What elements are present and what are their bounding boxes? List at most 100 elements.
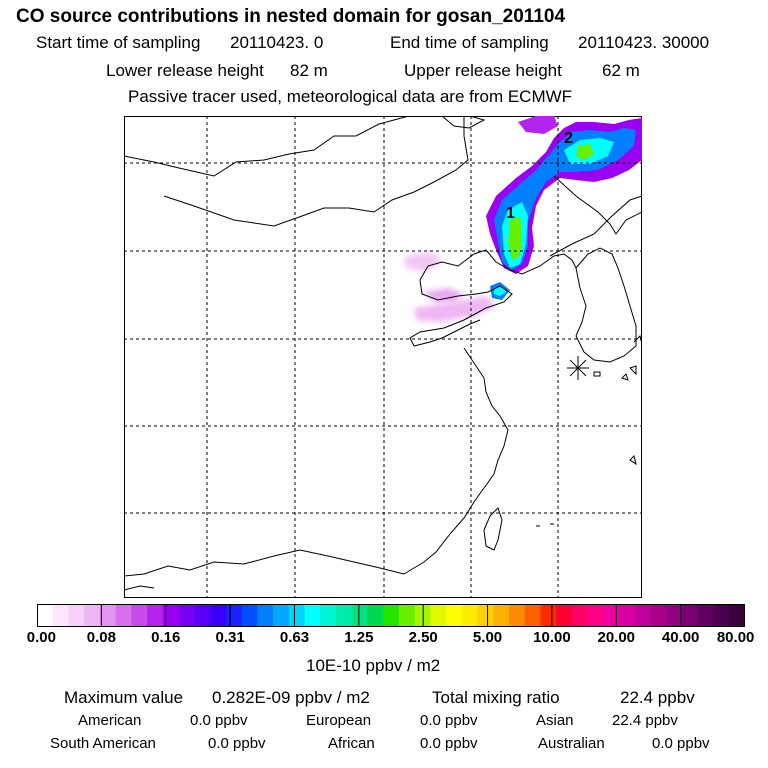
colorbar-frame bbox=[37, 604, 745, 627]
korea-border bbox=[549, 195, 642, 257]
manchuria-border bbox=[441, 116, 486, 129]
colorbar-tick-label: 5.00 bbox=[472, 629, 503, 646]
colorbar-cell bbox=[713, 604, 730, 627]
plume-core-1 bbox=[508, 216, 522, 260]
colorbar-cell bbox=[697, 604, 715, 627]
colorbar-cell bbox=[383, 604, 400, 627]
colorbar-cell bbox=[304, 604, 321, 627]
colorbar-cell bbox=[619, 604, 636, 627]
south-china-coast bbox=[124, 549, 405, 577]
colorbar-cell bbox=[367, 604, 384, 627]
jeju-island bbox=[593, 371, 601, 377]
colorbar-cell bbox=[194, 604, 211, 627]
colorbar-cell bbox=[68, 604, 85, 627]
plot-title: CO source contributions in nested domain… bbox=[16, 6, 566, 27]
colorbar-cell bbox=[477, 604, 494, 627]
colorbar-cell bbox=[241, 604, 258, 627]
colorbar-cell bbox=[335, 604, 353, 627]
marker-2: 2 bbox=[564, 130, 573, 147]
colorbar bbox=[37, 604, 745, 627]
african-label: African bbox=[328, 735, 375, 752]
mongolia-border bbox=[124, 116, 410, 177]
colorbar-tick-label: 0.63 bbox=[279, 629, 310, 646]
plume-core-2 bbox=[576, 144, 594, 160]
colorbar-cell bbox=[398, 604, 416, 627]
tracer-note: Passive tracer used, meteorological data… bbox=[128, 87, 573, 106]
american-value: 0.0 ppbv bbox=[190, 712, 248, 729]
colorbar-cell bbox=[225, 604, 243, 627]
japan-west bbox=[536, 335, 642, 527]
colorbar-cell bbox=[682, 604, 699, 627]
end-time-label: End time of sampling bbox=[390, 33, 549, 52]
tsushima-islands bbox=[621, 373, 629, 381]
european-value: 0.0 ppbv bbox=[420, 712, 478, 729]
australian-label: Australian bbox=[538, 735, 605, 752]
colorbar-tick-label: 80.00 bbox=[716, 629, 755, 646]
lower-release-label: Lower release height bbox=[106, 61, 264, 80]
colorbar-cell bbox=[99, 604, 117, 627]
northeast-china-coast bbox=[553, 175, 642, 235]
colorbar-tick-label: 1.25 bbox=[344, 629, 374, 646]
china-north-border bbox=[163, 116, 469, 227]
colorbar-cell bbox=[320, 604, 337, 627]
colorbar-cell bbox=[603, 604, 620, 627]
colorbar-cell bbox=[446, 604, 463, 627]
lower-release-value: 82 m bbox=[290, 61, 328, 80]
african-value: 0.0 ppbv bbox=[420, 735, 478, 752]
colorbar-cell bbox=[273, 604, 290, 627]
colorbar-cell bbox=[351, 604, 368, 627]
lat-lon-grid bbox=[124, 116, 642, 598]
east-china-coast bbox=[403, 347, 509, 575]
colorbar-tick-label: 10.00 bbox=[533, 629, 571, 646]
south-american-value: 0.0 ppbv bbox=[208, 735, 266, 752]
european-label: European bbox=[306, 712, 372, 729]
total-mixing-value: 22.4 ppbv bbox=[620, 688, 695, 707]
colorbar-cell bbox=[37, 604, 54, 627]
colorbar-tick-label: 0.16 bbox=[151, 629, 181, 646]
colorbar-cell bbox=[288, 604, 306, 627]
colorbar-cell bbox=[509, 604, 526, 627]
plume-patch-shandong bbox=[414, 296, 496, 322]
colorbar-tick-label: 0.00 bbox=[26, 629, 56, 646]
upper-release-label: Upper release height bbox=[404, 61, 562, 80]
colorbar-tick-label: 40.00 bbox=[661, 629, 700, 646]
colorbar-cell bbox=[461, 604, 479, 627]
bohai-coast bbox=[409, 265, 513, 347]
colorbar-cell bbox=[571, 604, 589, 627]
end-time-value: 20110423. 30000 bbox=[578, 33, 710, 52]
colorbar-cell bbox=[210, 604, 227, 627]
total-mixing-label: Total mixing ratio bbox=[432, 688, 560, 707]
plume-top-left bbox=[518, 116, 558, 134]
australian-value: 0.0 ppbv bbox=[652, 735, 710, 752]
colorbar-cell bbox=[257, 604, 274, 627]
colorbar-tick-label: 2.50 bbox=[408, 629, 438, 646]
colorbar-cell bbox=[131, 604, 148, 627]
map-frame bbox=[124, 116, 642, 598]
colorbar-tick-lines bbox=[100, 604, 682, 627]
colorbar-cell bbox=[634, 604, 652, 627]
colorbar-cell bbox=[84, 604, 101, 627]
american-label: American bbox=[78, 712, 142, 729]
colorbar-cell bbox=[650, 604, 667, 627]
colorbar-cell bbox=[178, 604, 195, 627]
colorbar-tick-label: 0.31 bbox=[215, 629, 245, 646]
colorbar-cell bbox=[729, 604, 745, 627]
asian-label: Asian bbox=[536, 712, 574, 729]
plume-patch-west bbox=[404, 252, 442, 272]
hainan-edge bbox=[124, 585, 155, 591]
colorbar-cell bbox=[52, 604, 70, 627]
map-panel: 1 2 bbox=[124, 116, 642, 598]
colorbar-cell bbox=[587, 604, 604, 627]
upper-release-value: 62 m bbox=[602, 61, 640, 80]
south-american-label: South American bbox=[50, 735, 156, 752]
receptor-station-icon bbox=[567, 356, 589, 380]
colorbar-cell bbox=[524, 604, 542, 627]
colorbar-cell bbox=[540, 604, 557, 627]
colorbar-cell bbox=[115, 604, 132, 627]
marker-1: 1 bbox=[506, 205, 515, 222]
colorbar-cell bbox=[493, 604, 510, 627]
korea-coast bbox=[575, 247, 637, 363]
start-time-label: Start time of sampling bbox=[36, 33, 201, 52]
shandong-coast bbox=[413, 319, 481, 347]
start-time-value: 20110423. 0 bbox=[230, 33, 324, 52]
